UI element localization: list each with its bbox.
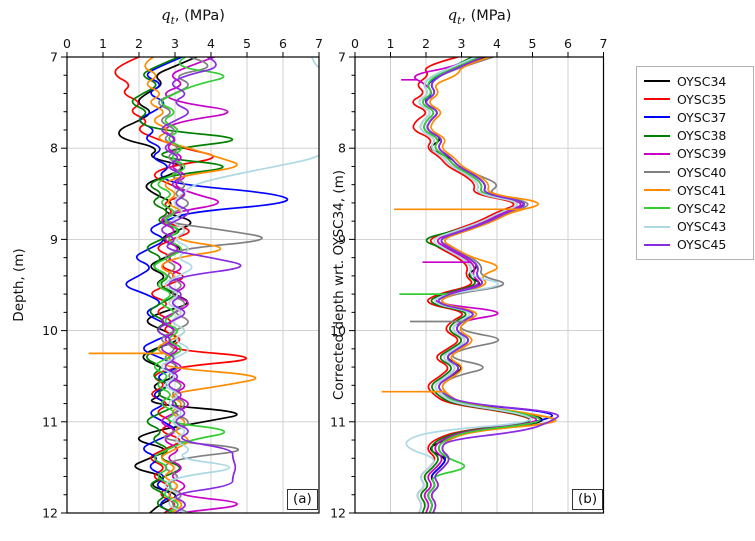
y-tick-label: 11 (42, 414, 58, 429)
legend-label: OYSC37 (677, 109, 727, 125)
ticks-a (61, 52, 320, 514)
axes-box-a (66, 56, 320, 514)
legend-label: OYSC40 (677, 164, 727, 180)
y-tick-label: 11 (330, 414, 346, 429)
ticks-b (349, 52, 604, 514)
y-tick-label: 9 (50, 232, 58, 247)
y-axis-label-a: Depth, (m) (11, 248, 27, 322)
legend-label: OYSC34 (677, 73, 727, 89)
qt-rest: , (MPa) (174, 8, 225, 24)
y-tick-label: 8 (50, 141, 58, 156)
qt-var: q (161, 6, 171, 24)
legend-line-swatch (644, 225, 670, 228)
legend-line-swatch (644, 189, 670, 192)
y-tick-label: 7 (338, 50, 346, 65)
series-group-a (88, 57, 319, 513)
legend-line-swatch (644, 243, 670, 246)
legend-line-swatch (644, 98, 670, 101)
qt-var: q (447, 6, 458, 24)
series-OYSC38-line (131, 57, 233, 513)
panel-label-a: (a) (287, 489, 318, 510)
y-tick-label: 10 (42, 323, 58, 338)
series-OYSC45-line (157, 57, 242, 513)
series-OYSC43-line (161, 57, 319, 513)
series-OYSC45-line (425, 57, 560, 513)
legend-line-swatch (644, 80, 670, 83)
qt-sub: t (457, 14, 462, 27)
legend-label: OYSC45 (677, 237, 727, 253)
x-tick-label: 6 (564, 36, 572, 51)
y-tick-label: 10 (330, 323, 346, 338)
legend-label: OYSC43 (677, 219, 727, 235)
panel-label-b: (b) (572, 489, 604, 510)
legend-item-OYSC45: OYSC45 (644, 236, 747, 254)
series-OYSC35-line (412, 57, 530, 513)
legend-item-OYSC35: OYSC35 (644, 90, 747, 108)
qt-sub: t (170, 14, 175, 27)
y-axis-label-b: Corrected depth wrt. OYSC34, (m) (331, 169, 347, 401)
legend-item-OYSC41: OYSC41 (644, 181, 747, 199)
x-axis-title-b: qt, (MPa) (355, 4, 604, 27)
legend-line-swatch (644, 134, 670, 137)
x-tick-label: 4 (493, 36, 501, 51)
x-tick-label: 4 (207, 36, 215, 51)
legend-item-OYSC37: OYSC37 (644, 108, 747, 126)
legend-label: OYSC41 (677, 182, 727, 198)
legend: OYSC34 OYSC35 OYSC37 OYSC38 OYSC39 OYSC40 OYSC… (636, 66, 754, 260)
legend-item-OYSC34: OYSC34 (644, 72, 747, 90)
series-OYSC41-line (429, 57, 557, 513)
x-tick-label: 3 (171, 36, 179, 51)
legend-line-swatch (644, 207, 670, 210)
legend-item-OYSC39: OYSC39 (644, 145, 747, 163)
legend-line-swatch (644, 152, 670, 155)
x-tick-label: 5 (529, 36, 537, 51)
x-tick-label: 1 (387, 36, 395, 51)
x-tick-label: 0 (351, 36, 359, 51)
y-tick-label: 8 (338, 141, 346, 156)
y-tick-label: 7 (50, 50, 58, 65)
qt-rest: , (MPa) (461, 8, 512, 24)
series-OYSC43-line (405, 57, 532, 513)
series-OYSC40-line (425, 57, 554, 513)
legend-item-OYSC38: OYSC38 (644, 127, 747, 145)
legend-label: OYSC35 (677, 91, 727, 107)
legend-line-swatch (644, 171, 670, 174)
x-tick-label: 6 (279, 36, 287, 51)
x-tick-label: 1 (99, 36, 107, 51)
legend-item-OYSC42: OYSC42 (644, 199, 747, 217)
y-tick-label: 9 (338, 232, 346, 247)
x-axis-title-a: qt, (MPa) (67, 4, 319, 27)
x-tick-label: 2 (422, 36, 430, 51)
legend-label: OYSC39 (677, 146, 727, 162)
x-tick-label: 7 (315, 36, 323, 51)
grid-a (67, 57, 319, 513)
y-tick-label: 12 (42, 506, 58, 521)
series-group-b (381, 57, 560, 513)
x-tick-label: 5 (243, 36, 251, 51)
x-tick-label: 7 (600, 36, 608, 51)
axes-box-b (354, 56, 605, 514)
x-tick-label: 3 (458, 36, 466, 51)
y-tick-label: 12 (330, 506, 346, 521)
legend-line-swatch (644, 116, 670, 119)
series-OYSC42-line (153, 57, 226, 513)
legend-item-OYSC43: OYSC43 (644, 218, 747, 236)
x-tick-label: 0 (63, 36, 71, 51)
x-tick-label: 2 (135, 36, 143, 51)
legend-label: OYSC38 (677, 128, 727, 144)
legend-label: OYSC42 (677, 200, 727, 216)
series-OYSC40-line (157, 57, 263, 513)
legend-item-OYSC40: OYSC40 (644, 163, 747, 181)
